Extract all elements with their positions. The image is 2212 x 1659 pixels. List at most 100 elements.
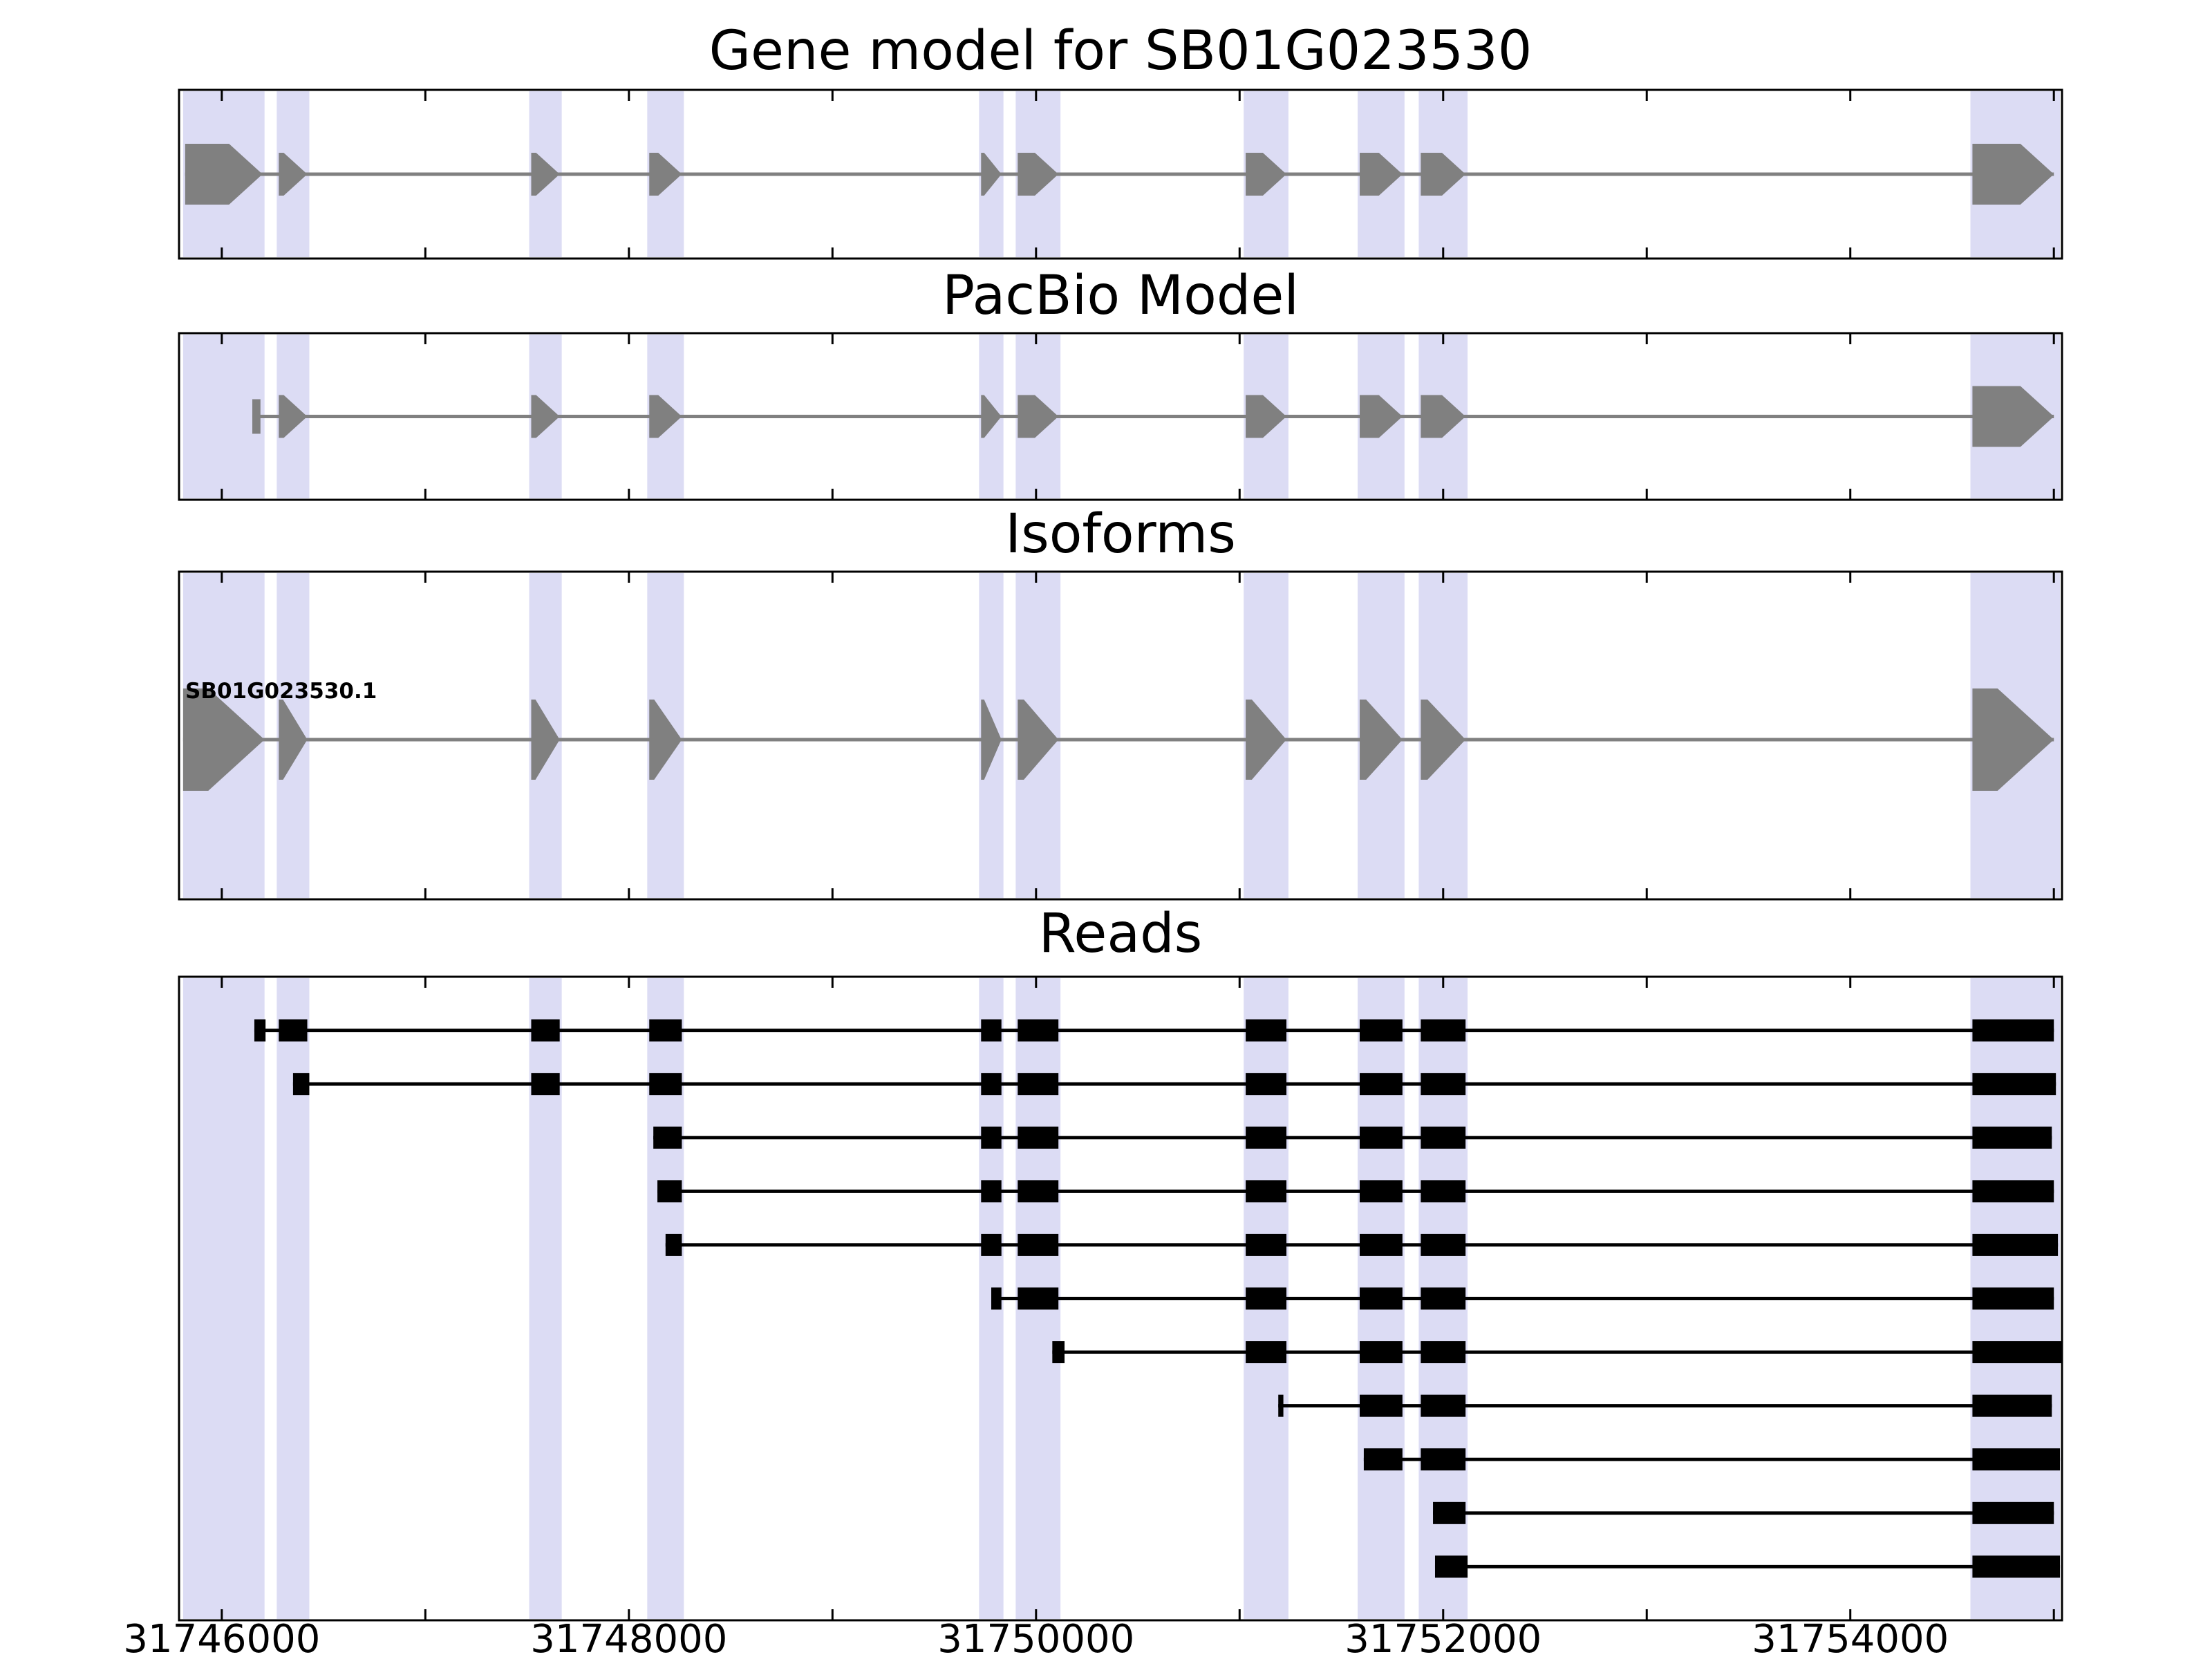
x-tick-label: 31752000 [1344,1617,1542,1659]
read-block [254,1019,266,1042]
exon [185,144,263,205]
panel-border-pacbio-model [178,332,2063,501]
exon [1421,700,1466,780]
read-block [649,1019,682,1042]
read-block [653,1126,682,1149]
read-block [981,1019,1002,1042]
panel-border-isoforms [178,570,2063,901]
read-block [1421,1233,1466,1256]
exon [1421,395,1466,438]
read-block [1421,1073,1466,1096]
read-block [1421,1394,1466,1417]
read-block [1246,1233,1287,1256]
exon [981,153,1002,196]
read-block [1434,1555,1468,1578]
read-block [981,1073,1002,1096]
exon [531,700,560,780]
read-block [1421,1287,1466,1310]
read-block [1360,1394,1403,1417]
x-tick-label: 31754000 [1752,1617,1949,1659]
read-block [1421,1341,1466,1364]
read-block [1018,1233,1059,1256]
exon [531,153,560,196]
panel-title-gene-model: Gene model for SB01G023530 [709,20,1533,82]
panel-title-isoforms: Isoforms [1005,503,1236,565]
read-block [1360,1233,1403,1256]
exon [1018,395,1059,438]
read-block [1360,1073,1403,1096]
read-block [1246,1019,1287,1042]
read-block [1421,1126,1466,1149]
read-block [292,1073,310,1096]
read-block [1363,1448,1403,1471]
read-block [1972,1180,2054,1203]
x-tick-label: 31748000 [530,1617,728,1659]
read-block [1018,1180,1059,1203]
exon [1972,386,2054,447]
read-block [1972,1341,2062,1364]
panel-border-gene-model [178,88,2063,260]
read-block [1018,1073,1059,1096]
exon [1246,395,1287,438]
read-block [1972,1555,2061,1578]
exon [1246,700,1287,780]
exon [1018,153,1059,196]
panel-title-pacbio: PacBio Model [941,265,1300,327]
read-block [1246,1073,1287,1096]
read-block [1421,1180,1466,1203]
exon [981,395,1002,438]
read-block [1421,1019,1466,1042]
read-block [1360,1287,1403,1310]
read-block [1972,1233,2059,1256]
exon [1421,153,1466,196]
read-block [1972,1126,2052,1149]
exon [1972,688,2054,791]
read-block [1052,1341,1065,1364]
exon [279,700,308,780]
exon [649,700,682,780]
read-block [1360,1180,1403,1203]
read-block [531,1073,560,1096]
exon [279,395,308,438]
read-block [665,1233,682,1256]
read-block [1360,1126,1403,1149]
panel-border-reads [178,975,2063,1622]
panel-bg-isoforms [179,572,2062,899]
exon [1360,395,1403,438]
read-block [649,1073,682,1096]
read-block [981,1233,1002,1256]
highlight-band [182,335,265,498]
read-block [1360,1019,1403,1042]
exon [531,395,560,438]
read-block [1246,1287,1287,1310]
read-block [1972,1287,2054,1310]
read-block [1246,1180,1287,1203]
read-block [531,1019,560,1042]
exon [279,153,308,196]
read-block [1972,1073,2056,1096]
exon [1360,153,1403,196]
exon [649,395,682,438]
read-block [657,1180,682,1203]
read-block [1018,1019,1059,1042]
read-block [1433,1501,1466,1524]
highlight-band [182,978,265,1619]
exon-bar [252,399,261,434]
read-block [981,1126,1002,1149]
exon [182,688,265,791]
read-block [1972,1394,2052,1417]
read-block [981,1180,1002,1203]
x-tick-label: 31746000 [123,1617,321,1659]
read-block [1972,1448,2061,1471]
exon [1246,153,1287,196]
read-block [991,1287,1002,1310]
read-block [279,1019,308,1042]
read-block [1421,1448,1466,1471]
read-block [1972,1501,2054,1524]
read-block [1246,1341,1287,1364]
panel-title-reads: Reads [1038,903,1203,965]
read-block [1018,1287,1059,1310]
exon [1360,700,1403,780]
